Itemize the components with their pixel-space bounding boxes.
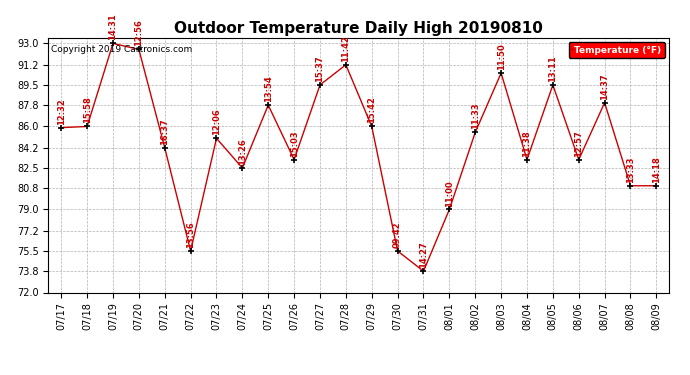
Text: 12:57: 12:57 (574, 130, 583, 157)
Text: 13:56: 13:56 (186, 221, 195, 248)
Text: 13:54: 13:54 (264, 75, 273, 102)
Text: 09:42: 09:42 (393, 221, 402, 248)
Text: 11:00: 11:00 (445, 180, 454, 207)
Text: Copyright 2019 Cartronics.com: Copyright 2019 Cartronics.com (51, 45, 193, 54)
Text: 16:37: 16:37 (160, 118, 169, 145)
Title: Outdoor Temperature Daily High 20190810: Outdoor Temperature Daily High 20190810 (175, 21, 543, 36)
Text: 14:31: 14:31 (108, 14, 117, 40)
Text: 15:03: 15:03 (290, 130, 299, 157)
Text: 13:11: 13:11 (549, 55, 558, 82)
Legend: Temperature (°F): Temperature (°F) (569, 42, 664, 58)
Text: 14:27: 14:27 (419, 242, 428, 268)
Text: 12:06: 12:06 (212, 109, 221, 135)
Text: 14:37: 14:37 (600, 73, 609, 100)
Text: 13:26: 13:26 (238, 138, 247, 165)
Text: 11:38: 11:38 (522, 130, 531, 157)
Text: 15:58: 15:58 (83, 97, 92, 123)
Text: 15:37: 15:37 (315, 56, 324, 82)
Text: 11:33: 11:33 (471, 103, 480, 129)
Text: 12:32: 12:32 (57, 98, 66, 124)
Text: 15:42: 15:42 (367, 97, 376, 123)
Text: 12:56: 12:56 (135, 20, 144, 46)
Text: 11:42: 11:42 (342, 35, 351, 62)
Text: 11:50: 11:50 (497, 44, 506, 70)
Text: 14:18: 14:18 (652, 156, 661, 183)
Text: 13:33: 13:33 (626, 156, 635, 183)
